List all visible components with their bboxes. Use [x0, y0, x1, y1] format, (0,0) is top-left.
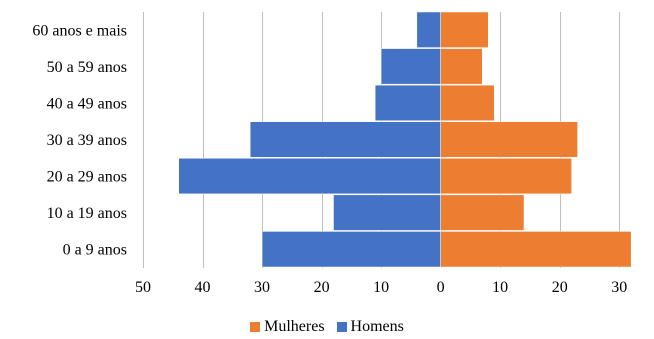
category-label-40-a-49-anos: 40 a 49 anos	[47, 95, 127, 112]
category-label-60-anos-e-mais: 60 anos e mais	[32, 22, 127, 39]
category-label-50-a-59-anos: 50 a 59 anos	[47, 59, 127, 76]
bar-homens-60-anos-e-mais	[416, 11, 441, 48]
bar-mulheres-50-a-59-anos	[440, 48, 483, 85]
category-labels: 0 a 9 anos 10 a 19 anos 20 a 29 anos 30 a 3…	[32, 22, 127, 258]
x-tick-label: 30	[611, 279, 627, 296]
bar-homens-30-a-39-anos	[249, 121, 441, 158]
bar-mulheres-60-anos-e-mais	[440, 11, 489, 48]
x-tick-label: 40	[195, 279, 211, 296]
bar-homens-20-a-29-anos	[178, 158, 441, 195]
category-label-30-a-39-anos: 30 a 39 anos	[47, 132, 127, 149]
x-tick-label: 10	[373, 279, 389, 296]
category-label-10-a-19-anos: 10 a 19 anos	[47, 205, 127, 222]
x-tick-label: 20	[314, 279, 330, 296]
bar-mulheres-30-a-39-anos	[440, 121, 578, 158]
legend-label-mulheres: Mulheres	[264, 318, 325, 335]
legend-item-mulheres: Mulheres	[250, 318, 325, 336]
x-tick-label: 20	[552, 279, 568, 296]
legend-item-homens: Homens	[336, 318, 404, 336]
x-tick-label: 50	[135, 279, 151, 296]
bar-mulheres-0-a-9-anos	[440, 231, 632, 268]
bar-mulheres-40-a-49-anos	[440, 84, 495, 121]
bar-homens-50-a-59-anos	[380, 48, 441, 85]
category-label-0-a-9-anos: 0 a 9 anos	[63, 242, 127, 259]
bar-homens-10-a-19-anos	[333, 194, 441, 231]
x-tick-labels: 50 40 30 20 10 0 10 20 30	[135, 279, 627, 296]
bars	[178, 11, 632, 268]
category-label-20-a-29-anos: 20 a 29 anos	[47, 169, 127, 186]
x-tick-label: 10	[492, 279, 508, 296]
legend: Mulheres Homens	[0, 318, 654, 336]
legend-swatch-mulheres	[250, 322, 261, 332]
bar-homens-40-a-49-anos	[374, 84, 441, 121]
x-tick-label: 0	[437, 279, 445, 296]
x-tick-label: 30	[254, 279, 270, 296]
legend-label-homens: Homens	[350, 318, 404, 335]
bar-mulheres-20-a-29-anos	[440, 158, 572, 195]
bar-mulheres-10-a-19-anos	[440, 194, 525, 231]
legend-swatch-homens	[336, 322, 347, 332]
bar-homens-0-a-9-anos	[261, 231, 441, 268]
